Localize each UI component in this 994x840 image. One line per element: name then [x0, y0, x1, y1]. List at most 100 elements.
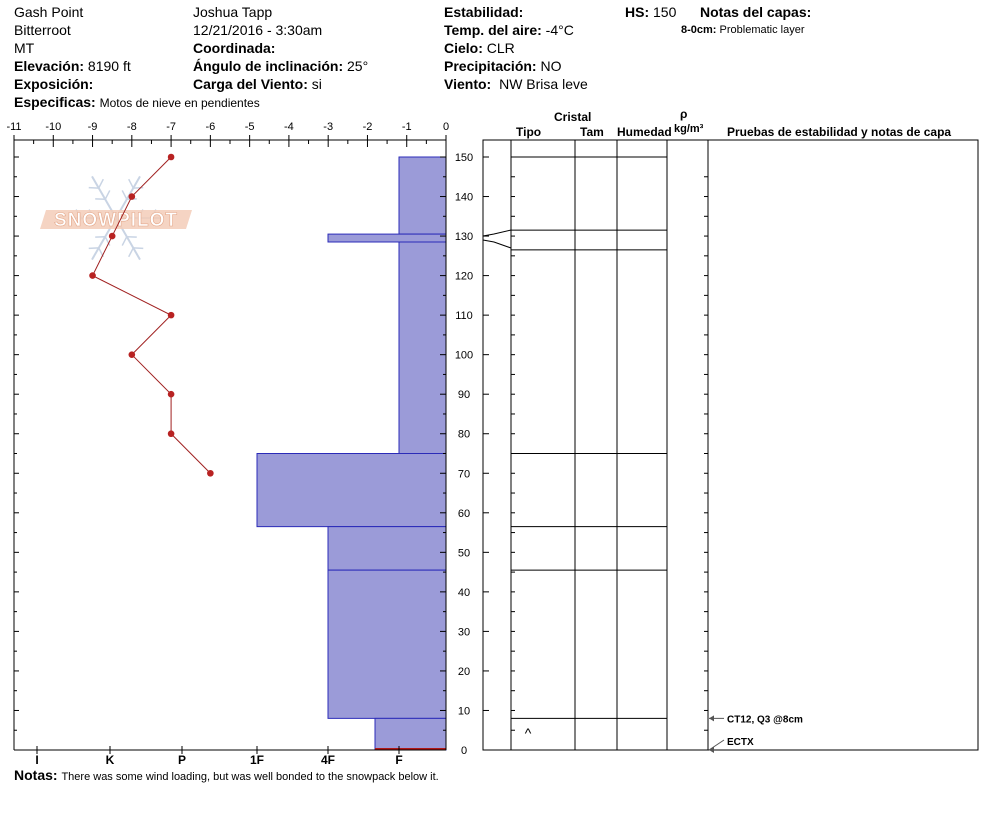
stability-label: Estabilidad:	[444, 4, 524, 20]
observation-datetime: 12/21/2016 - 3:30am	[193, 22, 323, 38]
hardness-layer	[398, 156, 447, 235]
temp-tick-label: -8	[127, 121, 137, 133]
hardness-label: K	[106, 753, 115, 767]
observer-name: Joshua Tapp	[193, 4, 273, 20]
hardness-axis: I K P 1F 4F F	[35, 746, 403, 767]
hardness-layer	[398, 241, 447, 454]
location-name: Gash Point	[14, 4, 84, 20]
snowflake-branch	[121, 236, 128, 246]
height-tick-label: 150	[455, 152, 473, 164]
notes-row: Notas: There was some wind loading, but …	[14, 768, 439, 783]
temp-tick-label: -6	[205, 121, 215, 133]
wind-value: NW Brisa leve	[499, 76, 588, 92]
crystal-type-symbol: ^	[525, 725, 532, 741]
hardness-layer	[327, 526, 447, 571]
temp-tick-label: -3	[323, 121, 333, 133]
temperature-point	[167, 430, 175, 438]
logo-banner	[40, 210, 192, 229]
air-temp-value: -4°C	[545, 22, 574, 38]
specifics-value: Motos de nieve en pendientes	[99, 96, 260, 110]
temp-tick-label: -10	[45, 121, 61, 133]
temp-tick-label: -7	[166, 121, 176, 133]
elevation-value: 8190 ft	[87, 58, 131, 74]
hardness-layer	[327, 569, 447, 719]
hardness-label: F	[395, 753, 402, 767]
hardness-layer	[374, 717, 447, 751]
temp-tick-label: 0	[443, 121, 449, 133]
hardness-layers	[256, 156, 447, 751]
density-unit-header: kg/m³	[674, 123, 704, 135]
temperature-axis: -11 -10 -9 -8 -7 -6 -5 -4 -3 -2 -1 0	[6, 121, 449, 147]
test-label: CT12, Q3 @8cm	[727, 714, 803, 725]
hardness-layer	[256, 453, 447, 528]
snowflake-branch	[104, 190, 111, 200]
sky-value: CLR	[486, 40, 515, 56]
height-tick-label: 0	[461, 745, 467, 757]
elevation-row: Elevación: 8190 ft	[14, 59, 131, 73]
height-tick-label: 110	[455, 310, 473, 322]
height-tick-label: 140	[455, 192, 473, 204]
hardness-layer	[327, 233, 447, 243]
snowflake-branch	[98, 178, 104, 189]
height-tick-label: 50	[458, 547, 470, 559]
wind-load-row: Carga del Viento: si	[193, 77, 322, 91]
temp-tick-label: -2	[363, 121, 373, 133]
wind-load-label: Carga del Viento:	[193, 76, 308, 92]
slope-row: Ángulo de inclinación: 25°	[193, 59, 368, 73]
layer-notes-label: Notas del capas:	[700, 4, 812, 20]
precip-row: Precipitación: NO	[444, 59, 561, 73]
layer-note: 8-0cm: Problematic layer	[681, 25, 805, 36]
temperature-point	[108, 232, 116, 240]
chart-frames	[13, 139, 979, 751]
stability-tests: CT12, Q3 @8cm ECTX	[708, 714, 803, 753]
temp-tick-label: -9	[88, 121, 98, 133]
layer-note-text: Problematic layer	[719, 24, 805, 36]
hs-row: HS: 150	[625, 5, 676, 19]
height-tick-label: 90	[458, 389, 470, 401]
height-tick-label: 80	[458, 429, 470, 441]
temperature-profile	[89, 153, 214, 477]
wind-load-value: si	[311, 76, 322, 92]
layer-connector	[482, 229, 512, 237]
size-header: Tam	[580, 125, 604, 139]
logo-text: SNOWPILOT	[54, 210, 178, 231]
test-arrow-head	[709, 715, 714, 722]
temperature-point	[167, 311, 175, 319]
air-temp-row: Temp. del aire: -4°C	[444, 23, 574, 37]
layer-connector	[482, 239, 512, 249]
height-tick-label: 30	[458, 626, 470, 638]
state: MT	[14, 40, 35, 56]
specifics-label: Especificas:	[14, 94, 96, 110]
temperature-line	[91, 156, 211, 474]
test-arrow-head	[709, 747, 714, 753]
specifics-row: Especificas: Motos de nieve en pendiente…	[14, 95, 260, 109]
moisture-header: Humedad	[617, 125, 672, 139]
table-frame	[482, 139, 979, 751]
temperature-point	[207, 469, 214, 477]
temperature-point	[167, 153, 175, 161]
height-tick-label: 100	[455, 350, 473, 362]
hardness-label: 4F	[321, 753, 335, 767]
hardness-label: P	[178, 753, 186, 767]
crystal-table: ^	[482, 140, 709, 750]
temp-tick-label: -4	[284, 121, 294, 133]
temperature-point	[128, 351, 136, 358]
temperature-point	[89, 272, 96, 279]
temp-tick-label: -11	[6, 121, 21, 133]
height-tick-label: 60	[458, 508, 470, 520]
slope-value: 25°	[347, 58, 369, 74]
hardness-label: 1F	[250, 753, 264, 767]
air-temp-label: Temp. del aire:	[444, 22, 542, 38]
height-tick-label: 120	[455, 271, 473, 283]
elevation-label: Elevación:	[14, 58, 85, 74]
snowflake-branch	[128, 178, 134, 189]
slope-label: Ángulo de inclinación:	[193, 58, 344, 74]
height-tick-label: 40	[458, 587, 470, 599]
snowflake-branch	[104, 236, 111, 246]
temperature-point	[167, 390, 175, 398]
height-tick-label: 130	[455, 231, 473, 243]
crystal-header: Cristal	[554, 110, 592, 124]
rho-header: ρ	[680, 107, 688, 121]
height-tick-label: 70	[458, 468, 470, 480]
